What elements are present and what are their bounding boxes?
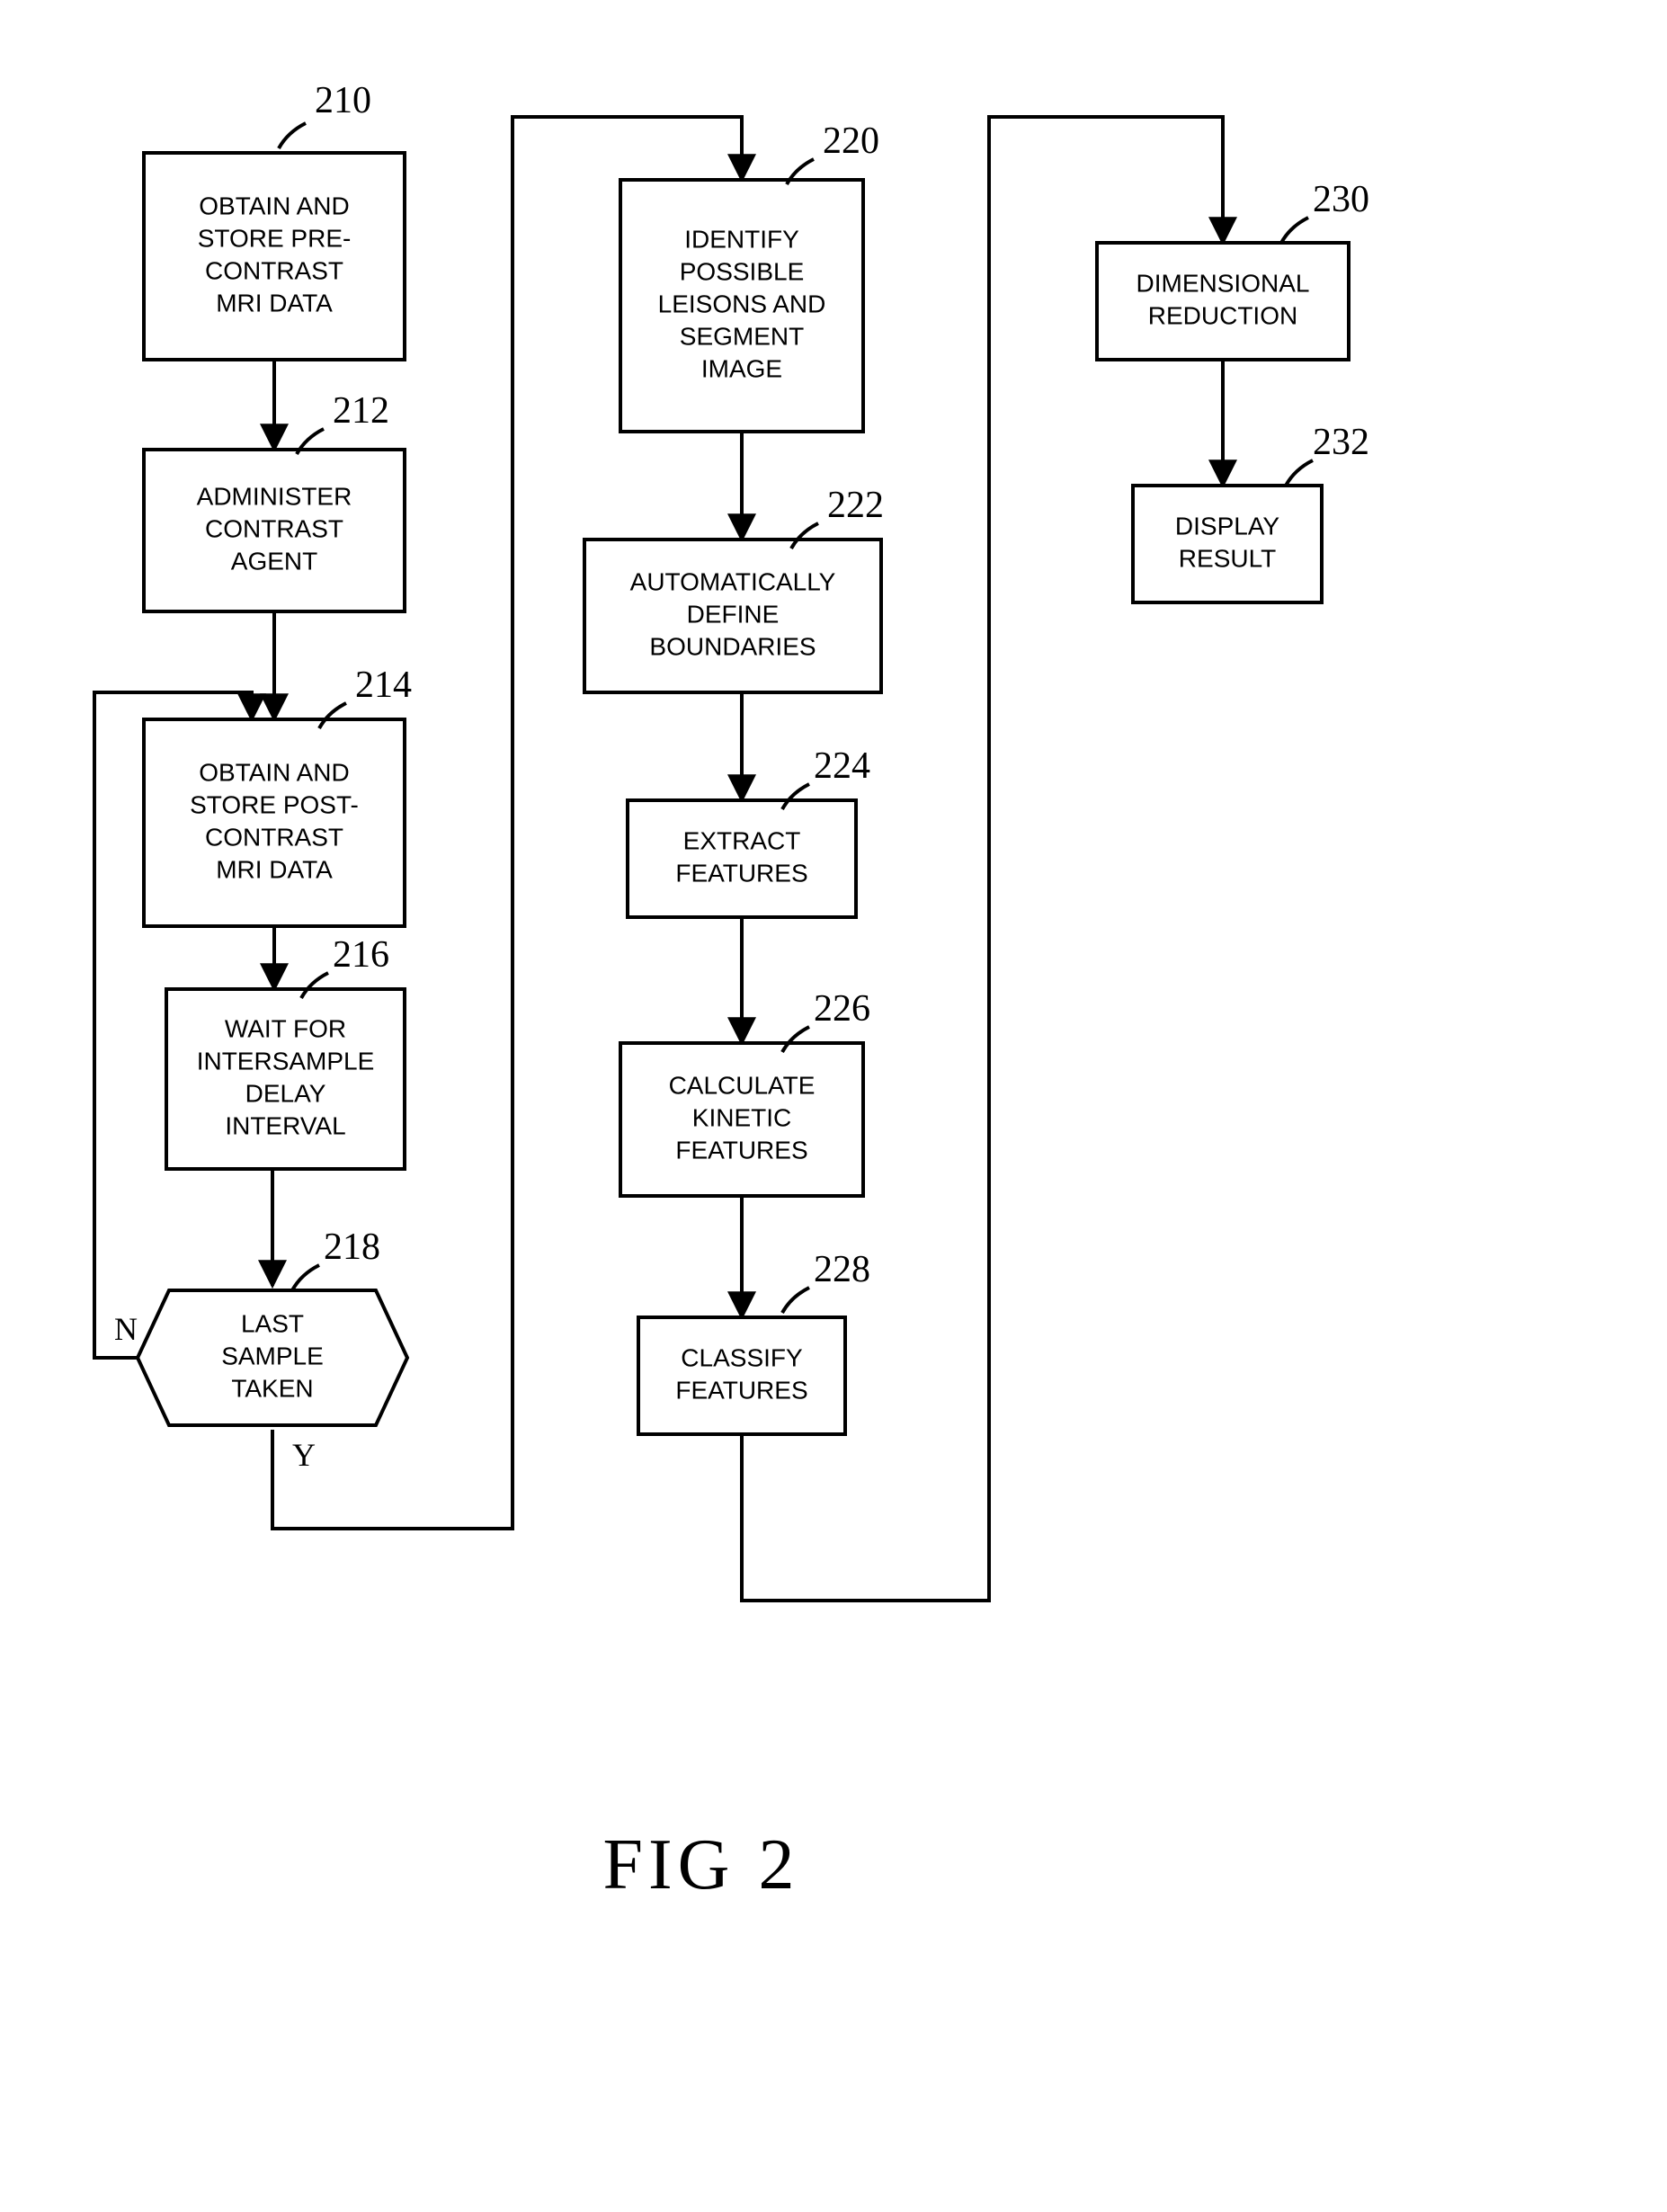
ref-label-224: 224 — [814, 745, 870, 787]
node-214-line-0: OBTAIN AND — [199, 758, 350, 786]
node-210-line-2: CONTRAST — [205, 256, 343, 284]
ref-label-214: 214 — [355, 664, 412, 706]
node-222-line-0: AUTOMATICALLY — [630, 567, 836, 595]
node-224-line-1: FEATURES — [675, 859, 807, 887]
node-214-line-1: STORE POST- — [190, 790, 359, 818]
ref-label-230: 230 — [1313, 179, 1369, 220]
node-210: OBTAIN AND STORE PRE- CONTRAST MRI DATA — [144, 153, 405, 360]
ref-label-210: 210 — [315, 80, 371, 121]
node-230: DIMENSIONAL REDUCTION — [1097, 243, 1349, 360]
node-226-line-1: KINETIC — [692, 1103, 791, 1131]
ref-label-226: 226 — [814, 988, 870, 1030]
ref-label-222: 222 — [827, 485, 884, 526]
node-218-line-2: TAKEN — [231, 1374, 313, 1402]
node-232-line-1: RESULT — [1179, 544, 1276, 572]
node-218-line-0: LAST — [241, 1309, 304, 1337]
node-212: ADMINISTER CONTRAST AGENT — [144, 450, 405, 611]
ref-label-212: 212 — [333, 390, 389, 432]
node-212-line-1: CONTRAST — [205, 514, 343, 542]
node-228-line-0: CLASSIFY — [681, 1343, 803, 1371]
node-224-line-0: EXTRACT — [683, 826, 801, 854]
node-228: CLASSIFY FEATURES — [638, 1317, 845, 1434]
node-210-line-1: STORE PRE- — [198, 224, 352, 252]
ref-tick-230 — [1281, 218, 1308, 243]
decision-no-label: N — [114, 1311, 138, 1347]
node-214-line-3: MRI DATA — [216, 855, 333, 883]
node-222-line-1: DEFINE — [687, 600, 780, 628]
node-216: WAIT FOR INTERSAMPLE DELAY INTERVAL — [166, 989, 405, 1169]
figure-title: FIG 2 — [603, 1825, 800, 1904]
node-216-line-3: INTERVAL — [225, 1111, 345, 1139]
ref-label-218: 218 — [324, 1226, 380, 1268]
ref-label-232: 232 — [1313, 422, 1369, 463]
node-212-line-0: ADMINISTER — [197, 482, 352, 510]
node-210-line-0: OBTAIN AND — [199, 192, 350, 219]
node-216-line-1: INTERSAMPLE — [197, 1047, 375, 1075]
node-220-line-3: SEGMENT — [680, 322, 804, 350]
ref-tick-228 — [782, 1288, 809, 1313]
ref-label-220: 220 — [823, 120, 879, 162]
node-220-line-0: IDENTIFY — [684, 225, 799, 253]
node-230-line-1: REDUCTION — [1148, 301, 1297, 329]
node-218-line-1: SAMPLE — [221, 1342, 324, 1369]
flowchart-canvas: OBTAIN AND STORE PRE- CONTRAST MRI DATA ADMI… — [0, 0, 1667, 2212]
node-226-line-0: CALCULATE — [669, 1071, 816, 1099]
node-222: AUTOMATICALLY DEFINE BOUNDARIES — [584, 540, 881, 692]
node-216-line-2: DELAY — [245, 1079, 326, 1107]
ref-tick-210 — [279, 123, 306, 148]
node-224: EXTRACT FEATURES — [628, 800, 856, 917]
node-218: LAST SAMPLE TAKEN — [138, 1290, 407, 1425]
ref-label-228: 228 — [814, 1249, 870, 1290]
node-232-line-0: DISPLAY — [1175, 512, 1280, 540]
node-230-line-0: DIMENSIONAL — [1137, 269, 1310, 297]
node-232: DISPLAY RESULT — [1133, 486, 1322, 602]
node-214-line-2: CONTRAST — [205, 823, 343, 851]
decision-yes-label: Y — [292, 1437, 316, 1473]
node-212-line-2: AGENT — [231, 547, 317, 575]
node-214: OBTAIN AND STORE POST- CONTRAST MRI DATA — [144, 719, 405, 926]
node-226-line-2: FEATURES — [675, 1136, 807, 1164]
node-228-line-1: FEATURES — [675, 1376, 807, 1404]
node-220-line-2: LEISONS AND — [658, 290, 826, 317]
node-222-line-2: BOUNDARIES — [649, 632, 816, 660]
node-210-line-3: MRI DATA — [216, 289, 333, 317]
ref-tick-218 — [292, 1265, 319, 1290]
node-220: IDENTIFY POSSIBLE LEISONS AND SEGMENT IMAGE — [620, 180, 863, 432]
ref-tick-232 — [1286, 460, 1313, 486]
ref-label-216: 216 — [333, 934, 389, 976]
node-220-line-4: IMAGE — [701, 354, 782, 382]
node-226: CALCULATE KINETIC FEATURES — [620, 1043, 863, 1196]
node-216-line-0: WAIT FOR — [225, 1014, 346, 1042]
node-220-line-1: POSSIBLE — [680, 257, 805, 285]
